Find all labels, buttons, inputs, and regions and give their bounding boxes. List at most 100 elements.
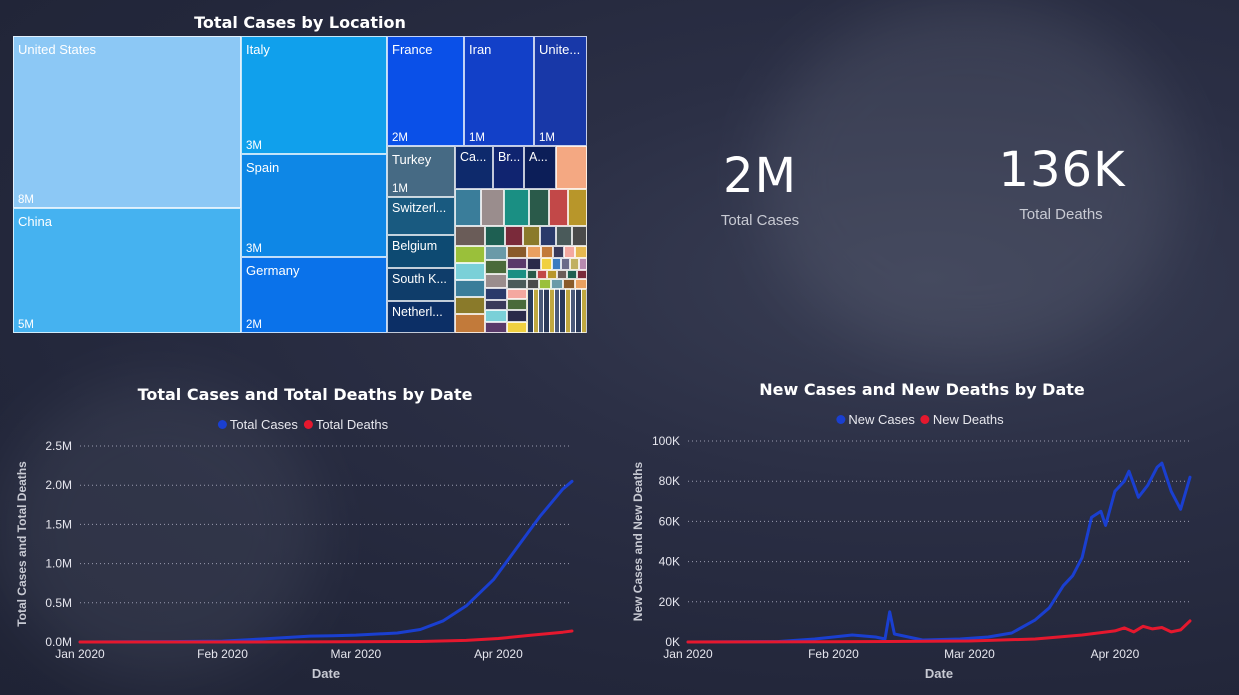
treemap-cell-other[interactable] [568,189,587,226]
treemap-cell-other[interactable] [455,246,485,263]
treemap-cell-other[interactable] [570,258,579,270]
treemap-cell-other[interactable] [507,279,527,289]
treemap-cell-other[interactable] [485,322,507,333]
treemap-cell-other[interactable] [529,189,549,226]
y-tick-label: 100K [652,434,680,448]
treemap-cell-other[interactable] [507,299,527,310]
treemap-cell-other[interactable] [547,270,557,279]
treemap-cell-other[interactable] [455,226,485,246]
treemap-cell-italy[interactable]: Italy 3M [241,36,387,154]
treemap-cell-other[interactable] [507,269,527,279]
treemap-cell-other[interactable] [537,270,547,279]
treemap-cell-a[interactable]: A... [524,146,556,189]
legend-dot [303,420,313,429]
treemap-cell-other[interactable] [552,258,561,270]
legend-item-total-cases[interactable]: Total Cases [217,417,298,432]
treemap-cell-label: Br... [498,150,521,164]
legend-item-total-deaths[interactable]: Total Deaths [303,417,388,432]
treemap-cell-other[interactable] [485,274,507,288]
treemap-cell-united-states[interactable]: United States 8M [13,36,241,208]
treemap-cell-ca[interactable]: Ca... [455,146,493,189]
treemap-cell-other[interactable] [575,246,587,258]
treemap-cell-other[interactable] [527,289,587,333]
treemap-cell-other[interactable] [527,258,541,270]
y-axis-title: New Cases and New Deaths [631,461,645,621]
treemap-cell-other[interactable] [485,310,507,322]
treemap-cell-other[interactable] [507,246,527,258]
treemap-cell-label: United States [18,42,97,57]
series-line-new-cases[interactable] [686,461,1192,644]
treemap-cell-other[interactable] [523,226,540,246]
treemap-cell-other[interactable] [551,279,563,289]
treemap-cell-other[interactable] [507,322,527,333]
treemap-cell-switzerl[interactable]: Switzerl... [387,197,455,235]
kpi-total-cases-value: 2M [723,148,797,204]
treemap-cell-other[interactable] [505,226,523,246]
series-line-total-deaths[interactable] [78,629,574,644]
treemap-cell-other[interactable] [507,258,527,269]
treemap-cell-label: Belgium [392,239,438,253]
treemap-cell-other[interactable] [540,226,556,246]
legend-label: New Cases [848,412,915,427]
treemap-cell-other[interactable] [563,279,575,289]
legend-item-new-deaths[interactable]: New Deaths [920,412,1004,427]
treemap-cell-spain[interactable]: Spain 3M [241,154,387,257]
treemap-cell-other[interactable] [564,246,575,258]
treemap-chart: United States 8M China 5M Italy 3M Spain 3M Germ… [13,36,587,333]
treemap-cell-other[interactable] [553,246,564,258]
series-line-total-cases[interactable] [78,479,574,644]
treemap-cell-label: Unite... [539,42,581,57]
treemap-cell-other[interactable] [527,279,539,289]
treemap-cell-other[interactable] [541,258,552,270]
legend-dot [836,415,846,424]
treemap-cell-other[interactable] [504,189,529,226]
treemap-cell-other[interactable] [455,297,485,314]
treemap-cell-china[interactable]: China 5M [13,208,241,333]
treemap-cell-other[interactable] [485,300,507,310]
treemap-cell-other[interactable] [527,270,537,279]
treemap-cell-unite[interactable]: Unite... 1M [534,36,587,146]
treemap-cell-iran[interactable]: Iran 1M [464,36,534,146]
legend-item-new-cases[interactable]: New Cases [836,412,915,427]
treemap-cell-other[interactable] [577,270,587,279]
treemap-cell-other[interactable] [556,226,572,246]
treemap-cell-france[interactable]: France 2M [387,36,464,146]
treemap-cell-other[interactable] [507,310,527,322]
treemap-cell-other[interactable] [485,260,507,274]
treemap-cell-other[interactable] [485,288,507,300]
treemap-cell-turkey[interactable]: Turkey 1M [387,146,455,197]
treemap-cell-other[interactable] [557,270,567,279]
treemap-cell-other[interactable] [481,189,504,226]
treemap-cell-other[interactable] [539,279,551,289]
treemap-cell-other[interactable] [485,226,505,246]
legend-label: New Deaths [932,412,1004,427]
treemap-cell-other[interactable] [549,189,568,226]
treemap-cell-other[interactable] [541,246,553,258]
treemap-cell-other[interactable] [455,189,481,226]
treemap-cell-belgium[interactable]: Belgium [387,235,455,268]
treemap-cell-value: 1M [539,132,555,144]
treemap-cell-germany[interactable]: Germany 2M [241,257,387,333]
series-line-new-deaths[interactable] [686,619,1192,644]
treemap-cell-other[interactable] [575,279,587,289]
treemap-cell-other[interactable] [527,246,541,258]
x-tick-label: Apr 2020 [474,647,523,661]
treemap-cell-label: China [18,214,52,229]
treemap-cell-other[interactable] [455,263,485,280]
treemap-cell-label: Iran [469,42,492,57]
treemap-cell-other[interactable] [572,226,587,246]
kpi-total-deaths-label: Total Deaths [1019,206,1103,223]
treemap-cell-south-k[interactable]: South K... [387,268,455,301]
treemap-cell-br[interactable]: Br... [493,146,524,189]
treemap-cell-label: France [392,42,433,57]
treemap-cell-other[interactable] [485,246,507,260]
treemap-cell-other[interactable] [556,146,587,189]
treemap-cell-other[interactable] [455,280,485,297]
x-tick-label: Mar 2020 [944,647,995,661]
treemap-cell-netherl[interactable]: Netherl... [387,301,455,333]
treemap-cell-other[interactable] [561,258,570,270]
treemap-cell-other[interactable] [507,289,527,299]
treemap-cell-other[interactable] [567,270,577,279]
treemap-cell-other[interactable] [455,314,485,333]
treemap-cell-other[interactable] [579,258,587,270]
